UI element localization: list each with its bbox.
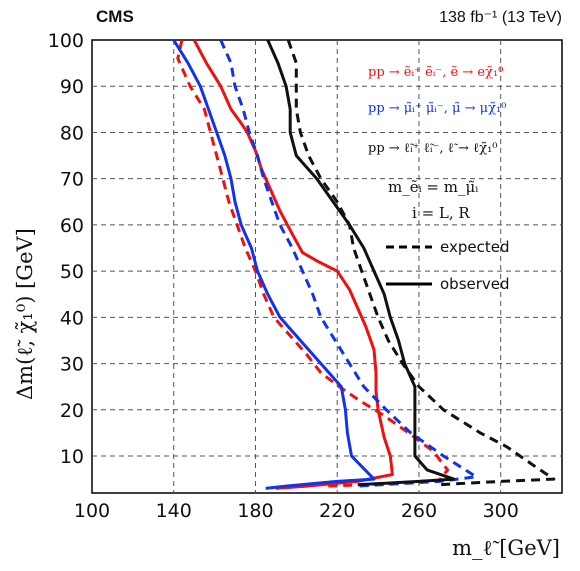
grid (92, 40, 562, 493)
plot-frame (91, 39, 563, 494)
y-tick-label: 30 (60, 354, 84, 376)
legend-index-relation: i = L, R (412, 204, 470, 222)
y-tick-label: 90 (60, 76, 84, 98)
legend-slepton: pp → ℓ̃ᵢ⁺ ℓ̃ᵢ⁻, ℓ̃ → ℓχ̃₁⁰ (368, 141, 498, 156)
luminosity-label: 138 fb⁻¹ (13 TeV) (439, 9, 562, 26)
y-tick-label: 20 (60, 400, 84, 422)
x-tick-label: 140 (156, 500, 192, 522)
y-tick-label: 100 (48, 30, 84, 52)
selectron-observed-curve (192, 39, 394, 490)
y-tick-label: 50 (60, 261, 84, 283)
experiment-label: CMS (96, 7, 134, 26)
smuon-expected-curve (219, 39, 478, 488)
y-tick-label: 70 (60, 169, 84, 191)
limit-curves (172, 39, 556, 490)
slepton-observed-curve (266, 39, 456, 487)
y-tick-label: 60 (60, 215, 84, 237)
x-tick-label: 220 (319, 500, 355, 522)
x-tick-label: 260 (401, 500, 437, 522)
y-tick-label: 10 (60, 446, 84, 468)
smuon-observed-curve (172, 39, 376, 490)
x-tick-label: 100 (74, 500, 110, 522)
x-tick-label: 180 (237, 500, 273, 522)
x-tick-label: 300 (483, 500, 519, 522)
legend-mass-relation: m_ẽᵢ = m_μ̃ᵢ (388, 178, 478, 196)
legend-selectron: pp → ẽᵢ⁺ ẽᵢ⁻, ẽ → eχ̃₁⁰ (368, 65, 503, 80)
axis-ticks: 100 140 180 220 260 300 10 20 30 40 50 60 70 80 90 100 (48, 30, 519, 522)
y-tick-label: 80 (60, 122, 84, 144)
legend-observed-label: observed (440, 275, 510, 293)
legend: pp → ẽᵢ⁺ ẽᵢ⁻, ẽ → eχ̃₁⁰ pp → μ̃ᵢ⁺ μ̃ᵢ… (368, 65, 510, 293)
legend-expected-label: expected (440, 238, 509, 256)
x-axis-title: m_ℓ̃ [GeV] (452, 536, 560, 560)
slepton-expected-curve (286, 39, 556, 487)
y-tick-label: 40 (60, 307, 84, 329)
y-axis-title: Δm(ℓ̃, χ̃₁⁰) [GeV] (13, 228, 37, 400)
legend-smuon: pp → μ̃ᵢ⁺ μ̃ᵢ⁻, μ̃ → μχ̃₁⁰ (368, 101, 506, 116)
